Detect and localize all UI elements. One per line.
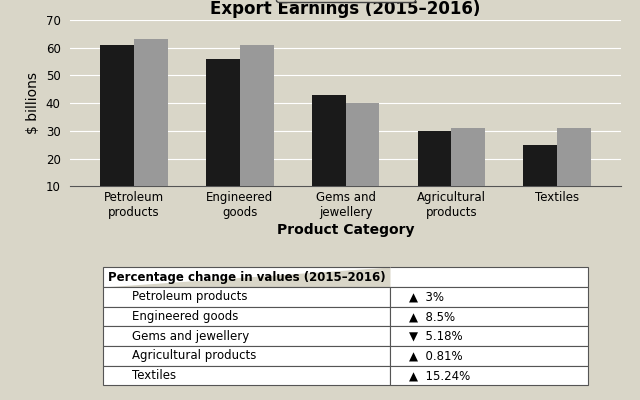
X-axis label: Product Category: Product Category xyxy=(277,223,414,237)
Bar xyxy=(134,40,168,214)
Bar xyxy=(312,95,346,214)
Bar xyxy=(524,145,557,214)
Bar xyxy=(417,131,451,214)
Bar xyxy=(346,103,380,214)
Bar xyxy=(557,128,591,214)
Legend: 2015, 2016: 2015, 2016 xyxy=(276,0,415,2)
Bar xyxy=(206,59,240,214)
Y-axis label: $ billions: $ billions xyxy=(26,72,40,134)
Bar xyxy=(451,128,485,214)
Bar xyxy=(100,45,134,214)
Title: Export Earnings (2015–2016): Export Earnings (2015–2016) xyxy=(211,0,481,18)
Bar xyxy=(240,45,274,214)
